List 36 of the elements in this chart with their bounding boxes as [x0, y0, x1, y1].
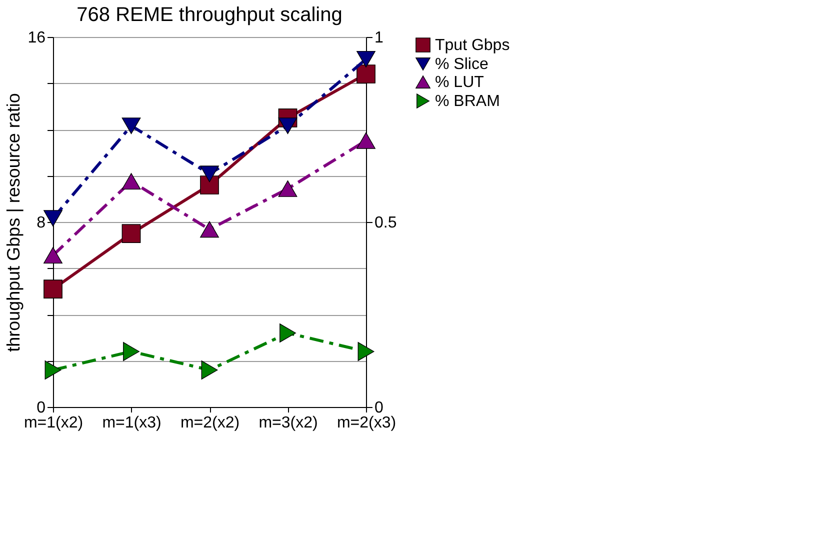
point	[122, 224, 141, 243]
point	[200, 166, 219, 182]
point	[280, 324, 296, 342]
point	[44, 247, 62, 264]
point	[123, 342, 140, 361]
point	[44, 280, 62, 298]
point	[278, 118, 298, 134]
y-tick-label: 8	[36, 214, 46, 232]
y2-tick-label: 0	[374, 400, 384, 416]
x-tick-label: m=2(x2)	[180, 414, 240, 432]
x-tick-label: m=2(x3)	[336, 414, 396, 432]
x-tick-label: m=1(x2)	[24, 414, 84, 432]
point	[358, 342, 374, 361]
x-tick-label: m=3(x2)	[258, 414, 318, 432]
point	[122, 118, 141, 134]
legend-label: % Slice	[435, 56, 488, 73]
point	[201, 360, 218, 380]
point	[356, 64, 376, 84]
chart-title: 768 REME throughput scaling	[76, 4, 342, 26]
x-tick-label: m=1(x3)	[102, 414, 162, 432]
y-axis-title: throughput Gbps | resource ratio	[4, 93, 24, 352]
y-tick-label: 0	[36, 400, 46, 416]
legend-label: % LUT	[435, 74, 484, 91]
point	[122, 173, 141, 190]
point	[356, 50, 376, 68]
y2-tick-label: 0.5	[374, 214, 397, 232]
point	[200, 176, 219, 194]
legend-label: % BRAM	[435, 93, 500, 110]
point	[278, 180, 298, 197]
point	[44, 210, 62, 227]
y2-tick-label: 1	[374, 30, 384, 46]
point	[44, 360, 62, 380]
y-tick-label: 16	[28, 30, 46, 46]
legend-label: Tput Gbps	[435, 37, 510, 54]
point	[200, 221, 219, 238]
point	[356, 132, 376, 149]
